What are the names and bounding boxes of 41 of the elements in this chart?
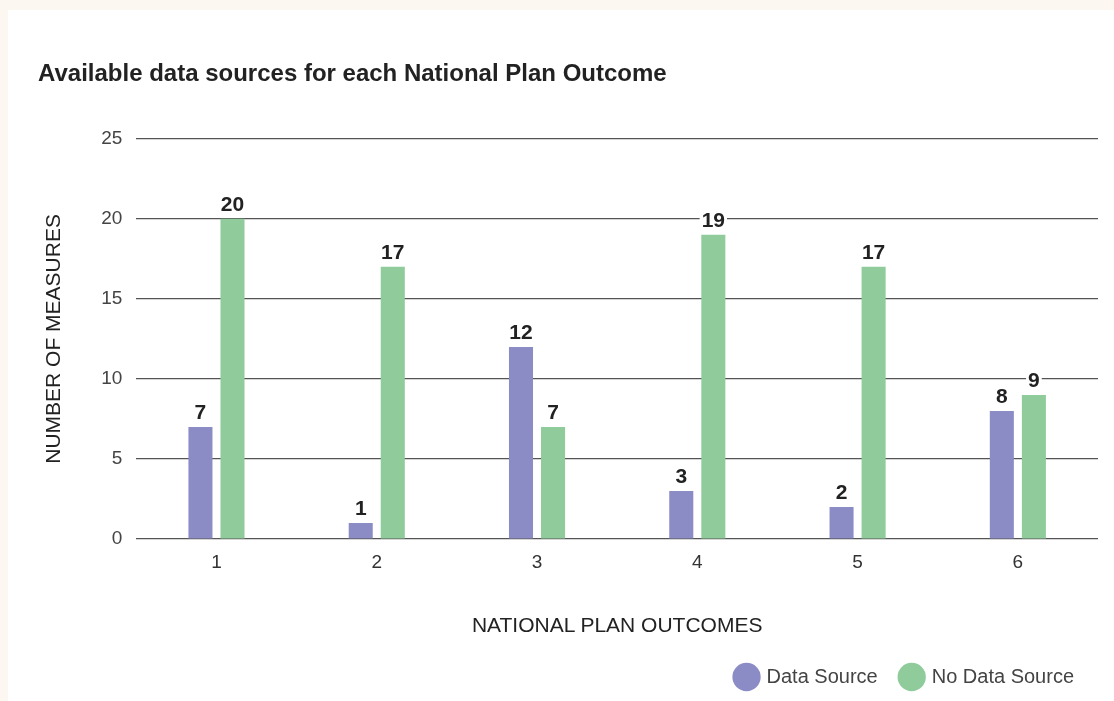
bar [508,346,534,539]
data-label: 7 [194,400,207,424]
data-label: 8 [995,384,1008,408]
x-tick-label: 5 [852,550,863,572]
bar [541,426,566,539]
data-label: 1 [354,496,367,520]
x-tick-label: 6 [1012,550,1024,572]
legend-label: No Data Source [931,664,1074,687]
bar [701,234,726,539]
bar [220,218,245,539]
data-label: 3 [675,464,688,488]
y-tick-label: 5 [111,447,123,469]
y-axis-title: NUMBER OF MEASURES [41,214,65,464]
bar [1021,394,1046,539]
data-label: 19 [701,208,726,232]
data-label: 20 [220,192,245,216]
y-tick-label: 10 [101,367,123,389]
x-tick-label: 1 [211,550,222,572]
y-tick-label: 20 [101,207,123,229]
y-tick-label: 0 [111,527,123,549]
y-tick-label: 15 [101,287,123,309]
data-label: 9 [1028,368,1040,392]
bar [348,522,373,539]
data-label: 17 [861,240,886,264]
data-label: 7 [547,400,559,424]
bar [380,266,405,539]
data-label: 17 [381,240,405,264]
legend-label: Data Source [766,664,878,687]
x-tick-label: 3 [531,550,543,572]
data-label: 2 [835,480,848,504]
x-axis-title: NATIONAL PLAN OUTCOMES [471,613,763,637]
x-tick-label: 2 [371,550,383,572]
bar [861,266,886,539]
bar [989,410,1014,539]
x-tick-label: 4 [692,550,704,572]
data-label: 12 [509,320,533,344]
chart-title: Available data sources for each National Plan Outcome [38,59,667,87]
bar [829,506,854,539]
y-tick-label: 25 [101,127,123,149]
bar [188,426,213,539]
bar [669,490,694,539]
